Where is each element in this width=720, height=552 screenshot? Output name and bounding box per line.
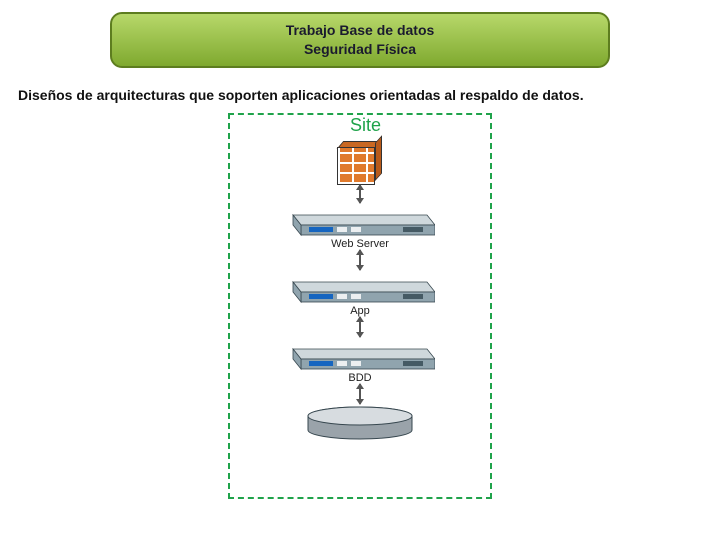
header-line2: Seguridad Física — [304, 40, 416, 59]
site-label: Site — [350, 115, 381, 136]
connector-1 — [359, 185, 361, 203]
server-web — [285, 203, 435, 237]
connector-2 — [359, 250, 361, 270]
firewall-front — [337, 147, 375, 185]
header-banner: Trabajo Base de datos Seguridad Física — [110, 12, 610, 68]
architecture-diagram: Site Web Server — [210, 107, 510, 507]
firewall-icon — [337, 141, 383, 185]
server-app — [285, 270, 435, 304]
storage-icon — [305, 406, 415, 442]
connector-4 — [359, 384, 361, 404]
firewall-side — [375, 135, 382, 181]
server-bdd — [285, 337, 435, 371]
stack: Web Server App — [270, 141, 450, 442]
body-text: Diseños de arquitecturas que soporten ap… — [18, 86, 702, 105]
connector-3 — [359, 317, 361, 337]
header-line1: Trabajo Base de datos — [286, 21, 435, 40]
